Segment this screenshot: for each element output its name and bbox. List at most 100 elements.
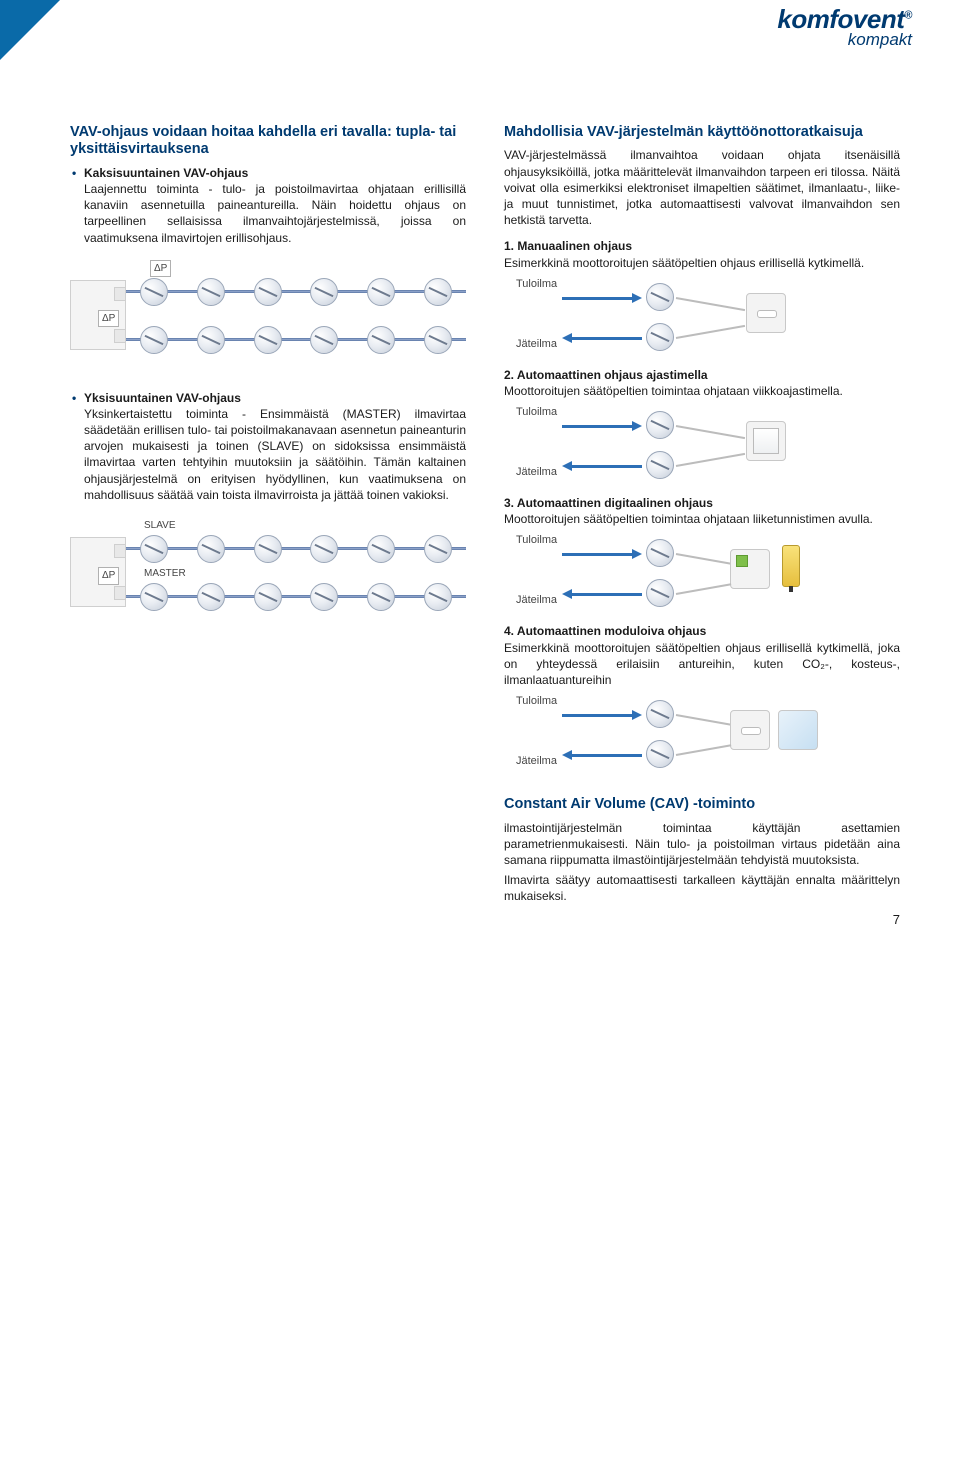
damper-icon: [646, 740, 674, 768]
item-bidirectional: Kaksisuuntainen VAV-ohjaus Laajennettu t…: [70, 165, 466, 246]
supply-dampers: [126, 278, 466, 306]
tuloilma-label: Tuloilma: [516, 277, 557, 292]
damper-icon: [646, 411, 674, 439]
link-line: [676, 425, 745, 439]
damper-icon: [310, 278, 338, 306]
damper-icon: [367, 278, 395, 306]
switch-device-icon: [746, 293, 786, 333]
damper-icon: [254, 278, 282, 306]
damper-icon: [646, 283, 674, 311]
control-figure-timer: Tuloilma Jäteilma: [516, 403, 900, 487]
damper-icon: [254, 326, 282, 354]
link-line: [676, 297, 745, 311]
damper-icon: [140, 535, 168, 563]
figure-bidirectional-vav: ΔP ΔP: [70, 258, 466, 372]
damper-icon: [197, 326, 225, 354]
page-number: 7: [893, 911, 900, 929]
exhaust-arrow-icon: [562, 589, 642, 599]
damper-icon: [310, 583, 338, 611]
link-line: [676, 325, 745, 339]
damper-icon: [424, 326, 452, 354]
supply-arrow-icon: [562, 549, 642, 559]
damper-icon: [197, 583, 225, 611]
control-option-1: 1. Manuaalinen ohjaus Esimerkkinä mootto…: [504, 238, 900, 358]
damper-icon: [646, 539, 674, 567]
link-line: [676, 553, 731, 565]
exhaust-arrow-icon: [562, 333, 642, 343]
damper-icon: [310, 535, 338, 563]
control-figure-digital: Tuloilma Jäteilma: [516, 531, 900, 615]
option-title: 4. Automaattinen moduloiva ohjaus: [504, 624, 706, 638]
jateilma-label: Jäteilma: [516, 465, 557, 480]
exhaust-arrow-icon: [562, 461, 642, 471]
jateilma-label: Jäteilma: [516, 593, 557, 608]
tuloilma-label: Tuloilma: [516, 694, 557, 709]
left-heading: VAV-ohjaus voidaan hoitaa kahdella eri t…: [70, 124, 466, 159]
damper-icon: [367, 326, 395, 354]
motion-sensor-icon: [782, 545, 800, 587]
damper-icon: [646, 451, 674, 479]
control-option-4: 4. Automaattinen moduloiva ohjaus Esimer…: [504, 623, 900, 776]
timer-device-icon: [746, 421, 786, 461]
logo: komfovent® kompakt: [777, 8, 912, 52]
exhaust-arrow-icon: [562, 750, 642, 760]
controller-device-icon: [730, 549, 770, 589]
link-line: [676, 744, 731, 756]
item-body: Yksinkertaistettu toiminta - Ensimmäistä…: [84, 406, 466, 503]
damper-icon: [197, 535, 225, 563]
logo-brand: komfovent®: [777, 8, 912, 31]
tuloilma-label: Tuloilma: [516, 405, 557, 420]
damper-icon: [646, 579, 674, 607]
air-quality-sensor-icon: [778, 710, 818, 750]
supply-dampers: [126, 535, 466, 563]
damper-icon: [367, 535, 395, 563]
damper-icon: [140, 326, 168, 354]
link-line: [676, 453, 745, 467]
delta-p-label: ΔP: [98, 310, 119, 328]
item-title: Kaksisuuntainen VAV-ohjaus: [84, 166, 248, 180]
damper-icon: [367, 583, 395, 611]
switch-device-icon: [730, 710, 770, 750]
supply-arrow-icon: [562, 421, 642, 431]
link-line: [676, 584, 731, 596]
control-option-3: 3. Automaattinen digitaalinen ohjaus Moo…: [504, 495, 900, 615]
item-body: Laajennettu toiminta - tulo- ja poistoil…: [84, 181, 466, 246]
option-body: Esimerkkinä moottoroitujen säätöpeltien …: [504, 640, 900, 689]
cav-section: Constant Air Volume (CAV) -toiminto ilma…: [504, 796, 900, 904]
damper-icon: [197, 278, 225, 306]
control-figure-modulating: Tuloilma Jäteilma: [516, 692, 900, 776]
control-figure-manual: Tuloilma Jäteilma: [516, 275, 900, 359]
slave-label: SLAVE: [144, 519, 176, 533]
damper-icon: [140, 278, 168, 306]
jateilma-label: Jäteilma: [516, 337, 557, 352]
option-title: 1. Manuaalinen ohjaus: [504, 239, 632, 253]
jateilma-label: Jäteilma: [516, 754, 557, 769]
damper-icon: [646, 700, 674, 728]
option-title: 3. Automaattinen digitaalinen ohjaus: [504, 496, 713, 510]
cav-paragraph: ilmastointijärjestelmän toimintaa käyttä…: [504, 820, 900, 869]
corner-accent: [0, 0, 60, 60]
option-body: Esimerkkinä moottoroitujen säätöpeltien …: [504, 255, 900, 271]
control-option-2: 2. Automaattinen ohjaus ajastimella Moot…: [504, 367, 900, 487]
item-title: Yksisuuntainen VAV-ohjaus: [84, 391, 241, 405]
cav-heading: Constant Air Volume (CAV) -toiminto: [504, 796, 900, 813]
option-body: Moottoroitujen säätöpeltien toimintaa oh…: [504, 511, 900, 527]
supply-arrow-icon: [562, 293, 642, 303]
exhaust-dampers: [126, 326, 466, 354]
right-heading: Mahdollisia VAV-järjestelmän käyttöönott…: [504, 124, 900, 141]
master-label: MASTER: [144, 567, 186, 581]
right-column: Mahdollisia VAV-järjestelmän käyttöönott…: [504, 124, 900, 905]
damper-icon: [424, 535, 452, 563]
logo-registered: ®: [904, 9, 912, 21]
exhaust-dampers: [126, 583, 466, 611]
damper-icon: [140, 583, 168, 611]
option-body: Moottoroitujen säätöpeltien toimintaa oh…: [504, 383, 900, 399]
delta-p-label: ΔP: [150, 260, 171, 278]
link-line: [676, 714, 731, 726]
item-unidirectional: Yksisuuntainen VAV-ohjaus Yksinkertaiste…: [70, 390, 466, 503]
tuloilma-label: Tuloilma: [516, 533, 557, 548]
supply-arrow-icon: [562, 710, 642, 720]
damper-icon: [424, 278, 452, 306]
right-intro: VAV-järjestelmässä ilmanvaihtoa voidaan …: [504, 147, 900, 228]
left-column: VAV-ohjaus voidaan hoitaa kahdella eri t…: [70, 124, 466, 905]
